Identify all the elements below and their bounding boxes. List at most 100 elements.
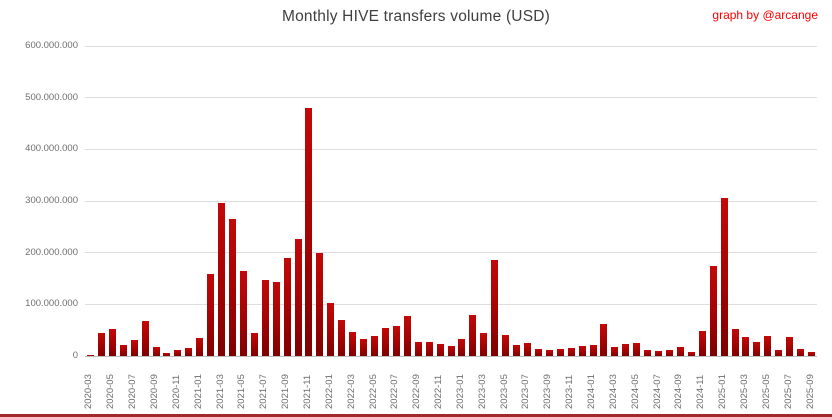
x-axis-tick-label: 2025-05 [760,374,772,409]
bar-2023-07 [523,343,531,356]
bar-2025-07 [786,337,794,356]
x-axis-tick-label: 2022-05 [367,374,379,409]
x-axis-tick-label: 2024-05 [629,374,641,409]
bar-2021-06 [250,333,258,356]
x-axis-tick-label: 2022-03 [345,374,357,409]
bar-2023-02 [469,315,477,356]
bar-2025-09 [808,352,816,356]
bar-2022-04 [360,339,368,356]
x-axis-tick-label: 2021-05 [236,374,248,409]
gridline [85,45,817,47]
bar-2020-08 [141,321,149,356]
gridline [85,252,817,254]
x-axis-tick-label: 2021-01 [192,374,204,409]
bar-2023-09 [545,350,553,356]
bar-2021-12 [316,253,324,356]
bar-2021-07 [261,280,269,356]
bottom-divider [0,414,832,417]
bar-2022-11 [436,344,444,356]
bar-2024-03 [611,347,619,356]
credit-label: graph by @arcange [712,8,818,22]
x-axis-tick-label: 2024-07 [651,374,663,409]
bar-2023-08 [534,349,542,356]
x-axis-tick-label: 2022-11 [433,374,445,409]
bar-2021-03 [218,203,226,356]
y-axis-tick-label: 0 [72,350,78,361]
bar-2021-04 [228,219,236,356]
bar-2020-12 [185,348,193,356]
bar-2023-04 [491,260,499,356]
y-axis-tick-label: 600.000.000 [25,40,78,51]
x-axis-tick-label: 2024-11 [695,374,707,409]
x-axis-tick-label: 2021-07 [258,374,270,409]
gridline [85,303,817,305]
bar-2023-01 [458,339,466,356]
gridline [85,200,817,202]
bar-2020-10 [163,353,171,356]
x-axis-tick-label: 2023-01 [454,374,466,409]
bar-2024-02 [600,324,608,356]
x-axis-tick-label: 2021-11 [301,374,313,409]
bar-2022-02 [338,320,346,356]
gridline [85,97,817,99]
bar-2024-04 [622,344,630,356]
bar-2021-09 [283,258,291,356]
y-axis-tick-label: 300.000.000 [25,195,78,206]
x-axis-tick-label: 2024-03 [607,374,619,409]
x-axis-tick-label: 2023-07 [520,374,532,409]
bar-2022-12 [447,346,455,356]
x-axis-tick-label: 2020-09 [149,374,160,409]
x-axis-tick-label: 2022-07 [389,374,401,409]
bar-2024-06 [644,350,652,356]
y-axis-tick-label: 100.000.000 [25,298,78,310]
bar-2024-08 [666,350,673,356]
bar-2021-10 [294,239,302,356]
bar-2024-09 [676,347,684,356]
x-axis-tick-label: 2025-01 [717,374,729,409]
x-axis-tick-label: 2024-09 [673,374,685,409]
bar-2020-03 [86,355,94,356]
bar-2020-05 [108,329,116,356]
x-axis-tick-label: 2022-09 [411,374,423,409]
bar-2020-11 [174,350,182,356]
x-axis-tick-label: 2025-07 [782,374,794,409]
x-axis-tick-label: 2023-09 [542,374,554,409]
x-axis-tick-label: 2023-05 [498,374,510,409]
bar-2020-09 [152,347,160,356]
bar-2025-01 [720,198,728,356]
x-axis-tick-label: 2024-01 [586,374,598,409]
bar-2023-10 [556,349,564,356]
x-axis-tick-label: 2023-03 [476,374,488,409]
bar-2022-03 [349,332,357,356]
bar-2024-05 [633,343,641,356]
bar-2022-01 [327,303,335,356]
bar-2021-02 [207,274,215,356]
bar-2021-08 [272,282,280,356]
x-axis-tick-label: 2022-01 [323,374,335,409]
x-axis-tick-label: 2020-03 [83,374,95,409]
bar-2023-12 [578,346,586,356]
bar-2023-05 [502,335,510,356]
chart-title: Monthly HIVE transfers volume (USD) [282,8,550,25]
x-axis-tick-label: 2020-07 [127,374,139,409]
bar-2024-10 [687,352,695,356]
bar-2025-03 [742,337,750,356]
x-axis-tick-label: 2025-03 [738,374,750,409]
bar-2024-11 [698,331,706,356]
bar-2022-06 [381,328,389,356]
gridline [85,148,817,150]
bar-2025-06 [775,350,783,356]
bar-2024-01 [589,345,597,356]
bar-2025-05 [764,336,772,356]
x-axis-tick-label: 2020-05 [105,374,117,409]
x-axis-tick-label: 2020-11 [170,374,182,409]
y-axis-tick-label: 400.000.000 [25,143,78,155]
bar-2024-12 [709,266,717,356]
y-axis-tick-label: 500.000.000 [25,91,78,103]
bar-2021-11 [305,108,313,356]
bar-2022-09 [414,342,422,356]
x-axis-tick-label: 2021-09 [280,374,292,409]
bar-2022-07 [392,326,400,356]
bar-2025-04 [753,342,761,356]
